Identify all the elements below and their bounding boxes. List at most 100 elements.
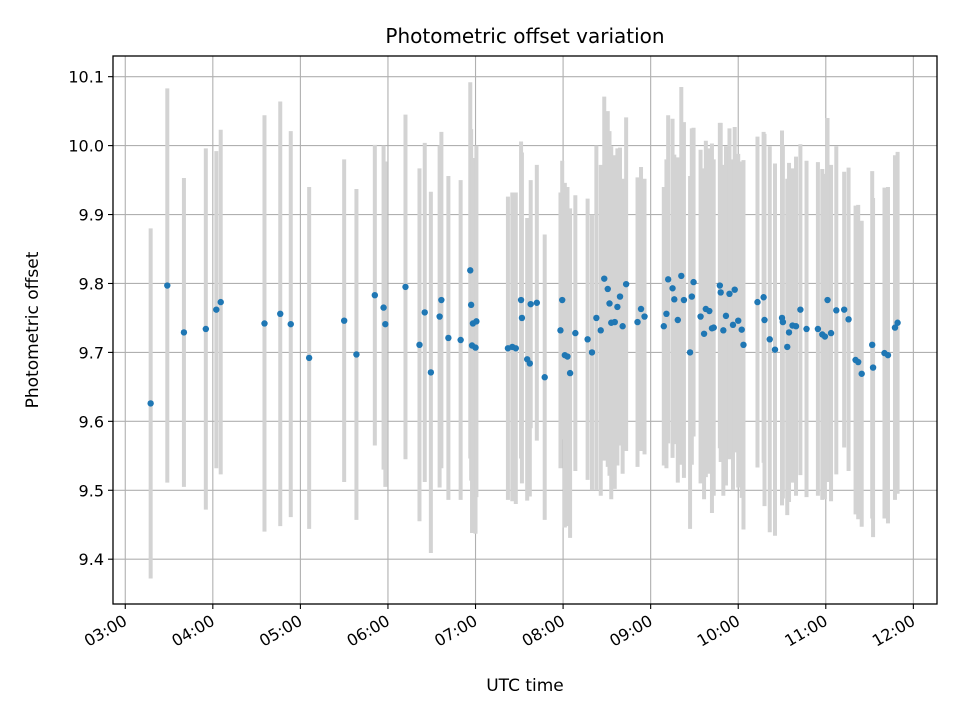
data-point [557, 327, 564, 334]
data-point [559, 296, 566, 304]
x-tick-label: 07:00 [431, 611, 480, 651]
data-point [472, 344, 479, 351]
data-point [717, 289, 724, 296]
data-point [680, 296, 688, 304]
data-point [180, 329, 188, 336]
data-point [438, 296, 445, 304]
x-tick-label: 05:00 [256, 611, 305, 651]
data-point [526, 360, 534, 367]
data-point [436, 313, 443, 320]
error-bars [148, 82, 900, 579]
data-point [305, 354, 313, 362]
y-tick-label: 10.0 [68, 137, 104, 156]
data-point [785, 329, 793, 336]
y-tick-label: 9.6 [79, 412, 104, 431]
data-point [869, 341, 876, 349]
y-tick-label: 9.9 [79, 206, 104, 225]
data-point [467, 301, 475, 309]
y-axis-ticks: 9.4 9.5 9.6 9.7 9.8 9.9 10.0 10.1 [68, 68, 113, 569]
data-point [261, 320, 268, 327]
data-point [611, 318, 618, 326]
x-tick-label: 03:00 [81, 611, 130, 651]
data-point [716, 282, 724, 289]
y-tick-label: 10.1 [68, 68, 104, 87]
data-point [827, 329, 835, 337]
data-point [588, 349, 596, 356]
data-point [371, 291, 379, 299]
data-point [710, 324, 717, 331]
data-point [663, 310, 670, 318]
data-points [147, 267, 901, 407]
data-point [784, 343, 791, 351]
y-tick-label: 9.7 [79, 343, 104, 362]
grid-lines [113, 56, 937, 604]
data-point [572, 329, 579, 337]
data-point [614, 303, 621, 311]
data-point [821, 333, 829, 340]
data-point [760, 294, 767, 301]
data-point [382, 320, 389, 328]
x-tick-label: 08:00 [519, 611, 568, 651]
data-point [353, 351, 360, 358]
y-tick-label: 9.8 [79, 274, 104, 293]
data-point [527, 300, 534, 308]
data-point [457, 336, 464, 344]
data-point [637, 305, 645, 313]
data-point [416, 341, 423, 349]
data-point [891, 324, 899, 331]
x-axis-title: UTC time [486, 676, 564, 696]
data-point [688, 293, 696, 300]
data-point [761, 316, 768, 324]
data-point [421, 309, 428, 316]
data-point [660, 323, 667, 330]
data-point [593, 314, 600, 322]
data-point [720, 327, 727, 334]
data-point [845, 316, 852, 323]
data-point [597, 327, 604, 334]
data-point [402, 283, 409, 291]
data-point [340, 317, 348, 324]
data-point [202, 325, 210, 333]
data-point [427, 369, 435, 376]
data-point [686, 349, 694, 356]
data-point [726, 290, 733, 298]
data-point [467, 267, 474, 274]
data-point [792, 323, 800, 330]
data-point [277, 310, 284, 318]
y-axis-title: Photometric offset [23, 251, 43, 408]
data-point [814, 325, 822, 333]
data-point [164, 282, 171, 289]
data-point [700, 330, 708, 337]
data-point [766, 336, 773, 343]
data-point [797, 306, 804, 313]
data-point [619, 323, 626, 330]
data-point [147, 400, 154, 407]
x-tick-label: 11:00 [781, 611, 830, 651]
chart-title: Photometric offset variation [385, 24, 664, 48]
data-point [706, 307, 713, 315]
data-point [840, 306, 848, 313]
data-point [854, 358, 862, 366]
x-tick-label: 12:00 [869, 611, 918, 651]
data-point [512, 345, 520, 352]
data-point [604, 285, 611, 293]
data-point [664, 276, 672, 283]
x-axis-ticks: 03:00 04:00 05:00 06:00 07:00 08:00 09:00 10:00… [81, 604, 918, 651]
data-point [217, 298, 224, 306]
data-point [634, 318, 641, 326]
x-tick-label: 09:00 [606, 611, 655, 651]
x-tick-label: 06:00 [344, 611, 393, 651]
data-point [869, 364, 877, 371]
data-point [566, 369, 574, 377]
data-point [731, 286, 738, 293]
data-point [740, 341, 747, 349]
x-tick-label: 10:00 [694, 611, 743, 651]
data-point [584, 336, 591, 343]
data-point [669, 285, 676, 292]
data-point [541, 374, 548, 381]
data-point [213, 306, 220, 313]
data-point [517, 296, 525, 304]
data-point [824, 296, 831, 304]
data-point [884, 351, 892, 359]
